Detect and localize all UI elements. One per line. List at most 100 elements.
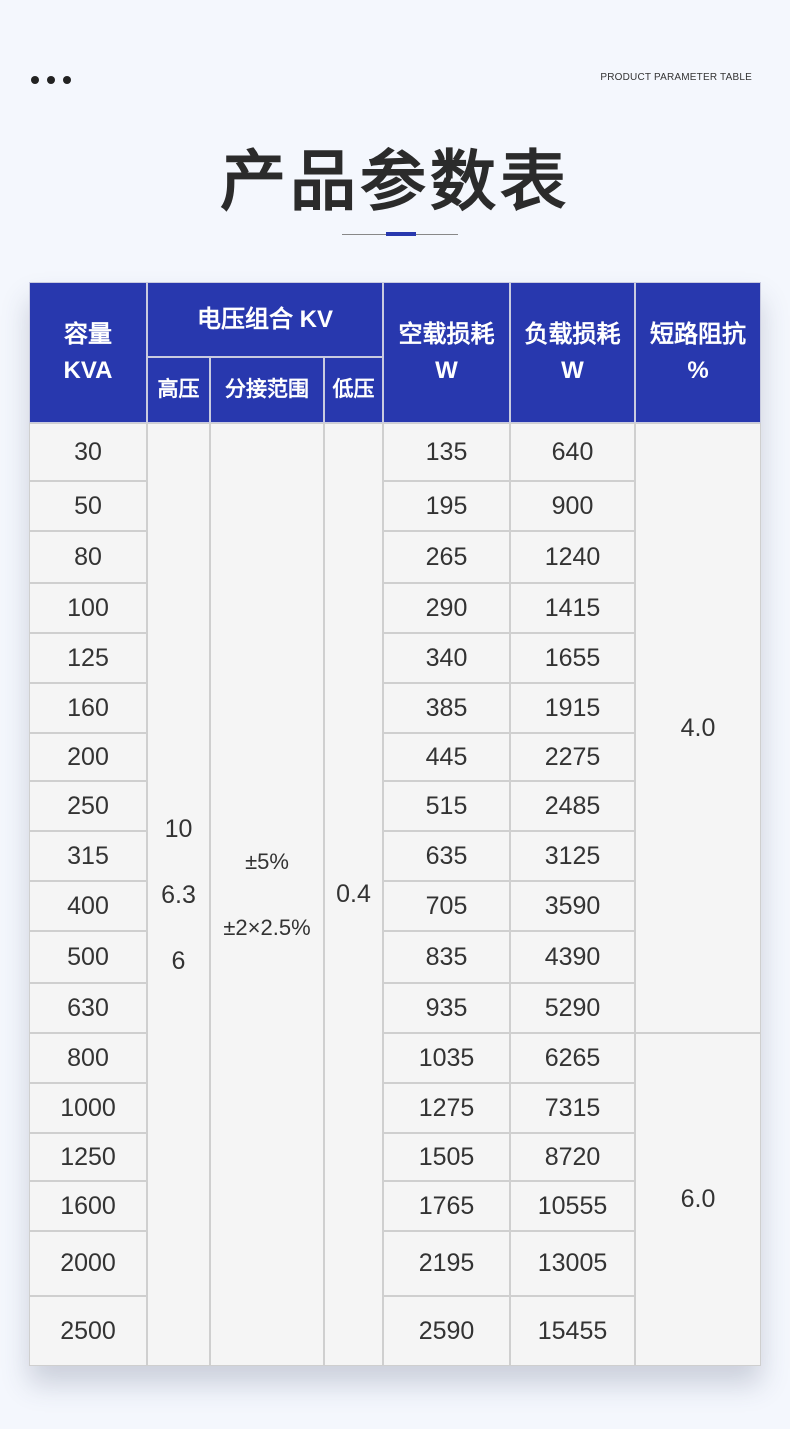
more-dots-icon: [31, 76, 71, 84]
cell-text: 385: [425, 693, 468, 722]
cell-text: 15455: [537, 1316, 608, 1345]
cell-text: 125: [67, 643, 109, 672]
no-load-loss-cell: 935: [383, 983, 510, 1033]
cell-text: 100: [67, 593, 109, 622]
high-voltage-cell: 10 6.3 6: [147, 423, 210, 1366]
cell-text: 445: [425, 742, 468, 771]
no-load-loss-cell: 635: [383, 831, 510, 881]
cell-text: 2195: [418, 1249, 475, 1277]
load-loss-cell: 1915: [510, 683, 635, 733]
load-loss-cell: 8720: [510, 1133, 635, 1181]
low-voltage-cell: 0.4: [324, 423, 383, 1366]
cell-text: ±5%: [245, 848, 289, 874]
load-loss-cell: 6265: [510, 1033, 635, 1083]
cell-text: 1600: [60, 1191, 116, 1220]
cell-text: 2485: [544, 791, 601, 820]
capacity-cell: 1250: [29, 1133, 147, 1181]
no-load-loss-cell: 1765: [383, 1181, 510, 1231]
page-title: 产品参数表: [220, 143, 570, 220]
cell-text: 195: [425, 491, 468, 520]
load-loss-cell: 7315: [510, 1083, 635, 1133]
no-load-loss-cell: 135: [383, 423, 510, 481]
load-loss-cell: 4390: [510, 931, 635, 983]
capacity-cell: 80: [29, 531, 147, 583]
cell-text: 7315: [544, 1093, 601, 1122]
capacity-cell: 200: [29, 733, 147, 781]
header-high-voltage: 高压: [147, 357, 210, 423]
header-low-voltage: 低压: [324, 357, 383, 423]
cell-text: 3125: [544, 841, 601, 870]
cell-text: 13005: [537, 1249, 608, 1277]
load-loss-cell: 2275: [510, 733, 635, 781]
cell-text: 80: [74, 542, 102, 571]
no-load-loss-cell: 445: [383, 733, 510, 781]
cell-text: 电压组合 KV: [196, 305, 333, 333]
capacity-cell: 125: [29, 633, 147, 683]
header-no-load-loss: 空载损耗 W: [383, 282, 510, 423]
capacity-cell: 2500: [29, 1296, 147, 1366]
cell-text: 3590: [544, 891, 601, 920]
cell-text: 高压: [157, 378, 200, 401]
header-impedance: 短路阻抗%: [635, 282, 761, 423]
cell-text: 容量: [64, 320, 112, 348]
cell-text: 705: [425, 891, 468, 920]
cell-text: 短路阻抗: [650, 320, 746, 348]
no-load-loss-cell: 290: [383, 583, 510, 633]
divider-accent: [386, 232, 416, 236]
no-load-loss-cell: 340: [383, 633, 510, 683]
capacity-cell: 630: [29, 983, 147, 1033]
load-loss-cell: 1240: [510, 531, 635, 583]
cell-text: 6.0: [680, 1185, 716, 1213]
cell-text: 2500: [60, 1316, 116, 1345]
cell-text: 515: [425, 791, 468, 820]
cell-text: 8720: [544, 1142, 601, 1171]
cell-text: 空载损耗: [398, 320, 495, 348]
capacity-cell: 2000: [29, 1231, 147, 1296]
no-load-loss-cell: 1275: [383, 1083, 510, 1133]
no-load-loss-cell: 195: [383, 481, 510, 531]
cell-text: 835: [425, 942, 468, 971]
cell-text: 900: [551, 491, 594, 520]
capacity-cell: 500: [29, 931, 147, 983]
header-load-loss: 负载损耗 W: [510, 282, 635, 423]
cell-text: 2590: [418, 1316, 475, 1345]
cell-text: 4.0: [680, 713, 716, 742]
cell-text: 340: [425, 643, 468, 672]
load-loss-cell: 5290: [510, 983, 635, 1033]
parameter-table: 容量 KVA 电压组合 KV 高压 分接范围 低压 空载损耗 W 负载损耗 W 短路阻抗% 30 50 8…: [29, 282, 761, 1366]
capacity-cell: 315: [29, 831, 147, 881]
cell-text: 1035: [418, 1043, 475, 1072]
load-loss-cell: 640: [510, 423, 635, 481]
cell-text: 6: [171, 946, 186, 975]
capacity-cell: 160: [29, 683, 147, 733]
no-load-loss-cell: 1505: [383, 1133, 510, 1181]
cell-text: 1765: [418, 1191, 475, 1220]
capacity-cell: 30: [29, 423, 147, 481]
cell-text: 400: [67, 891, 109, 920]
cell-text: 负载损耗: [524, 320, 621, 348]
load-loss-cell: 2485: [510, 781, 635, 831]
cell-text: 315: [67, 841, 109, 870]
no-load-loss-cell: 2590: [383, 1296, 510, 1366]
cell-text: 4390: [544, 942, 601, 971]
no-load-loss-cell: 835: [383, 931, 510, 983]
capacity-cell: 50: [29, 481, 147, 531]
cell-text: W: [561, 356, 584, 384]
header-voltage-group: 电压组合 KV: [147, 282, 383, 357]
tap-range-cell: ±5% ±2×2.5%: [210, 423, 324, 1366]
capacity-cell: 800: [29, 1033, 147, 1083]
cell-text: 1250: [60, 1142, 116, 1171]
cell-text: 640: [551, 437, 594, 466]
cell-text: 630: [67, 993, 109, 1022]
cell-text: 50: [74, 491, 102, 520]
cell-text: 1505: [418, 1142, 475, 1171]
cell-text: 1000: [60, 1093, 116, 1122]
cell-text: 290: [425, 593, 468, 622]
cell-text: 1275: [418, 1093, 475, 1122]
cell-text: 1915: [544, 693, 601, 722]
cell-text: 265: [425, 542, 468, 571]
cell-text: 800: [67, 1043, 109, 1072]
cell-text: 2000: [60, 1249, 116, 1277]
no-load-loss-cell: 705: [383, 881, 510, 931]
load-loss-cell: 3590: [510, 881, 635, 931]
